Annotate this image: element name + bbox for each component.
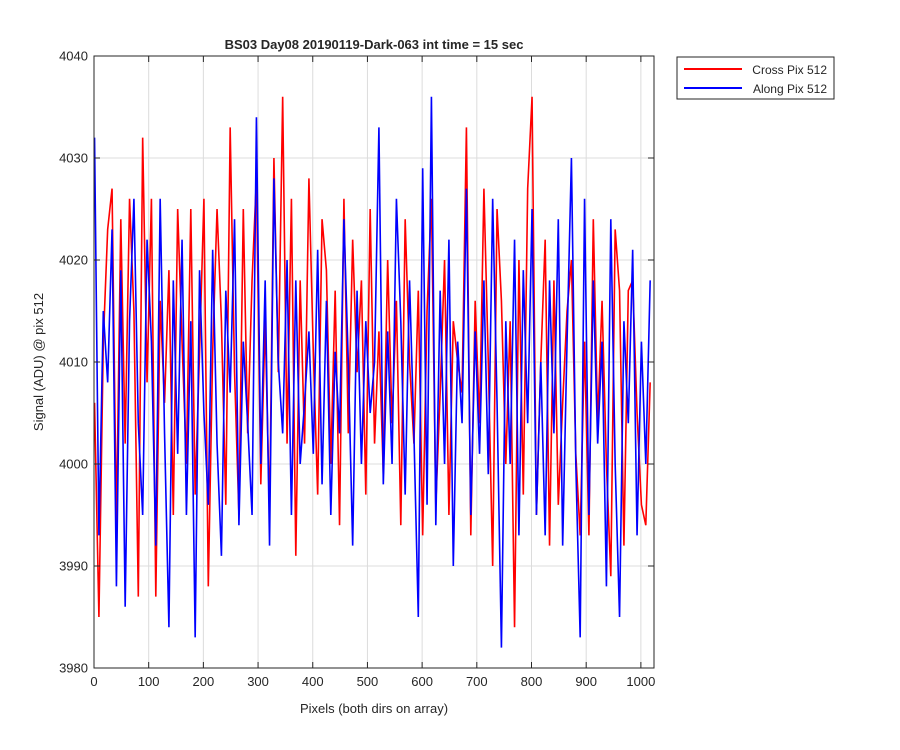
y-tick-label: 3980 bbox=[59, 661, 88, 676]
legend-label-along: Along Pix 512 bbox=[753, 82, 827, 96]
y-tick-label: 3990 bbox=[59, 559, 88, 574]
y-tick-label: 4040 bbox=[59, 49, 88, 64]
legend-label-cross: Cross Pix 512 bbox=[752, 63, 827, 77]
legend-box bbox=[676, 56, 835, 100]
x-tick-label: 700 bbox=[466, 674, 488, 689]
y-tick-label: 4020 bbox=[59, 253, 88, 268]
x-tick-label: 0 bbox=[90, 674, 97, 689]
y-tick-label: 4000 bbox=[59, 457, 88, 472]
y-tick-labels: 3980 3990 4000 4010 4020 4030 4040 bbox=[59, 49, 88, 676]
x-tick-label: 1000 bbox=[626, 674, 655, 689]
x-tick-label: 900 bbox=[575, 674, 597, 689]
chart-title: BS03 Day08 20190119-Dark-063 int time = … bbox=[225, 37, 524, 52]
series-layer bbox=[93, 96, 651, 648]
axis-ticks bbox=[93, 55, 654, 669]
y-axis-label: Signal (ADU) @ pix 512 bbox=[31, 293, 46, 431]
x-tick-label: 600 bbox=[411, 674, 433, 689]
series-line-along-pix-512 bbox=[93, 96, 651, 648]
x-axis-label: Pixels (both dirs on array) bbox=[300, 701, 448, 716]
legend: Cross Pix 512 Along Pix 512 bbox=[676, 56, 835, 100]
x-tick-label: 300 bbox=[247, 674, 269, 689]
x-tick-label: 100 bbox=[138, 674, 160, 689]
x-tick-label: 200 bbox=[193, 674, 215, 689]
y-tick-label: 4010 bbox=[59, 355, 88, 370]
x-tick-label: 800 bbox=[521, 674, 543, 689]
y-tick-label: 4030 bbox=[59, 151, 88, 166]
x-tick-label: 400 bbox=[302, 674, 324, 689]
x-tick-label: 500 bbox=[357, 674, 379, 689]
series-line-cross-pix-512 bbox=[93, 96, 651, 628]
x-tick-labels: 0 100 200 300 400 500 600 700 800 900 1000 bbox=[90, 674, 655, 689]
